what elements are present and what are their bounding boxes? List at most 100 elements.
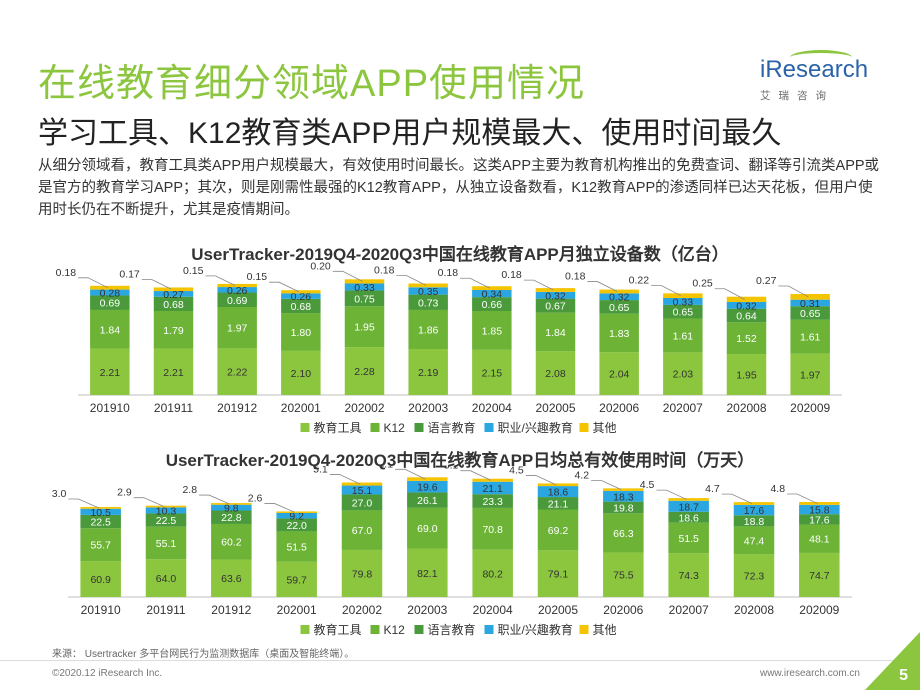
legend-swatch <box>370 423 380 432</box>
data-label-other: 0.18 <box>501 269 522 281</box>
x-tick-label: 201912 <box>211 603 251 617</box>
bar-segment-0-202004 <box>472 549 513 597</box>
bar-segment-0-201911 <box>153 348 194 395</box>
data-label: 9.8 <box>224 503 239 515</box>
data-label: 19.8 <box>613 502 634 514</box>
data-label-other: 3.0 <box>52 488 67 500</box>
page-subtitle: 学习工具、K12教育类APP用户规模最大、使用时间最久 <box>38 117 782 150</box>
data-label: 2.21 <box>163 367 184 379</box>
data-label: 21.1 <box>482 483 503 495</box>
callout-line <box>787 493 818 504</box>
copyright: ©2020.12 iResearch Inc. <box>52 668 163 679</box>
bar-segment-3-201912 <box>211 504 252 511</box>
data-label-other: 0.18 <box>56 267 77 279</box>
data-label: 66.3 <box>613 528 634 540</box>
x-tick-label: 202008 <box>734 603 774 617</box>
bar-segment-0-202007 <box>663 352 703 395</box>
data-label: 23.3 <box>482 496 503 508</box>
data-label-other: 0.15 <box>247 271 268 283</box>
data-label: 22.5 <box>156 515 177 527</box>
data-label: 0.27 <box>163 289 184 301</box>
data-label: 0.69 <box>100 298 121 310</box>
bar-segment-0-202004 <box>472 349 512 395</box>
data-label: 51.5 <box>286 542 307 554</box>
data-label: 72.3 <box>744 571 765 583</box>
data-label-other: 2.9 <box>117 487 132 499</box>
data-label: 60.9 <box>90 574 111 586</box>
data-label: 21.1 <box>548 498 569 510</box>
legend-swatch <box>414 423 424 432</box>
data-label: 26.1 <box>417 495 438 507</box>
x-tick-label: 202001 <box>281 401 321 415</box>
bar-segment-0-202003 <box>408 349 448 395</box>
bar-segment-3-202006 <box>603 490 644 502</box>
data-label-other: 2.6 <box>248 492 263 504</box>
data-label-other: 0.17 <box>119 268 140 280</box>
x-tick-label: 202007 <box>669 603 709 617</box>
bar-segment-4-202001 <box>276 511 317 513</box>
legend-label: 教育工具 <box>314 420 362 435</box>
bar-segment-4-202001 <box>281 290 321 294</box>
x-tick-label: 202003 <box>407 603 447 617</box>
data-label: 0.64 <box>736 310 757 322</box>
data-label: 0.35 <box>418 286 439 298</box>
data-label: 2.15 <box>482 367 503 379</box>
bar-segment-2-201910 <box>90 295 130 310</box>
callout-line <box>591 479 622 490</box>
data-label-other: 4.5 <box>509 466 524 476</box>
bar-segment-1-202003 <box>408 309 448 350</box>
data-label: 1.84 <box>100 324 121 336</box>
source-note: 来源： Usertracker 多平台网民行为监测数据库（桌面及智能终端）。 <box>52 649 355 660</box>
callout-line <box>78 277 109 289</box>
data-label: 22.5 <box>90 517 111 529</box>
bar-stack-201912: 63.6 60.2 22.89.8 2.8 <box>182 484 252 597</box>
x-tick-label: 202002 <box>342 603 382 617</box>
chart-devices: 2.211.840.690.280.182019102.211.790.680.… <box>56 262 842 435</box>
bar-segment-1-201912 <box>211 523 252 560</box>
x-tick-label: 202009 <box>799 603 839 617</box>
data-label: 70.8 <box>482 524 503 536</box>
data-label: 15.1 <box>352 485 373 497</box>
data-label: 0.33 <box>673 296 694 308</box>
data-label-other: 0.18 <box>438 267 459 279</box>
bar-segment-0-202002 <box>344 347 385 395</box>
data-label-other: 4.8 <box>770 483 785 495</box>
data-label: 17.6 <box>809 514 830 526</box>
data-label: 82.1 <box>417 568 438 580</box>
bar-stack-202009: 1.97 1.61 0.650.31 0.27 <box>756 275 830 395</box>
footer-url[interactable]: www.iresearch.com.cn <box>759 668 860 679</box>
data-label: 0.65 <box>609 302 630 314</box>
bar-segment-2-202004 <box>472 494 513 508</box>
bar-segment-0-202009 <box>790 353 830 395</box>
data-label: 0.73 <box>418 297 439 309</box>
data-label: 18.6 <box>548 487 569 499</box>
bar-segment-3-202009 <box>790 299 830 307</box>
bar-segment-4-201912 <box>217 283 257 288</box>
summary-paragraph: 从细分领域看，教育工具类APP用户规模最大，有效使用时间最长。这类APP主要为教… <box>38 158 880 218</box>
bar-stack-202006: 2.04 1.83 0.650.32 0.18 <box>565 271 639 395</box>
bar-segment-0-201910 <box>80 561 121 597</box>
legend-swatch <box>300 625 310 634</box>
data-label: 1.97 <box>800 369 821 381</box>
callout-line <box>460 470 491 481</box>
bar-segment-2-202001 <box>281 298 321 314</box>
chart1-title: UserTracker-2019Q4-2020Q3中国在线教育APP月独立设备数… <box>191 245 729 264</box>
bar-segment-0-202006 <box>603 552 644 597</box>
callout-line <box>199 494 230 505</box>
bar-segment-4-202004 <box>472 478 513 482</box>
bar-stack-202006: 75.5 66.3 19.818.3 4.2 <box>574 469 644 597</box>
bar-segment-4-202003 <box>407 477 448 481</box>
data-label: 2.03 <box>673 369 694 381</box>
x-tick-label: 202006 <box>603 603 643 617</box>
x-tick-label: 202009 <box>790 401 830 415</box>
bar-segment-4-201912 <box>211 503 252 505</box>
bar-stack-202001: 2.10 1.80 0.680.26 0.15 <box>247 271 321 395</box>
x-tick-label: 202004 <box>472 401 512 415</box>
x-tick-label: 201912 <box>217 401 257 415</box>
bar-segment-3-202001 <box>276 512 317 519</box>
data-label: 1.61 <box>800 332 821 344</box>
legend-swatch <box>300 423 310 432</box>
bar-stack-202004: 2.15 1.85 0.660.34 0.18 <box>438 267 512 395</box>
bar-segment-3-202004 <box>472 481 513 495</box>
footer-divider <box>0 660 920 661</box>
